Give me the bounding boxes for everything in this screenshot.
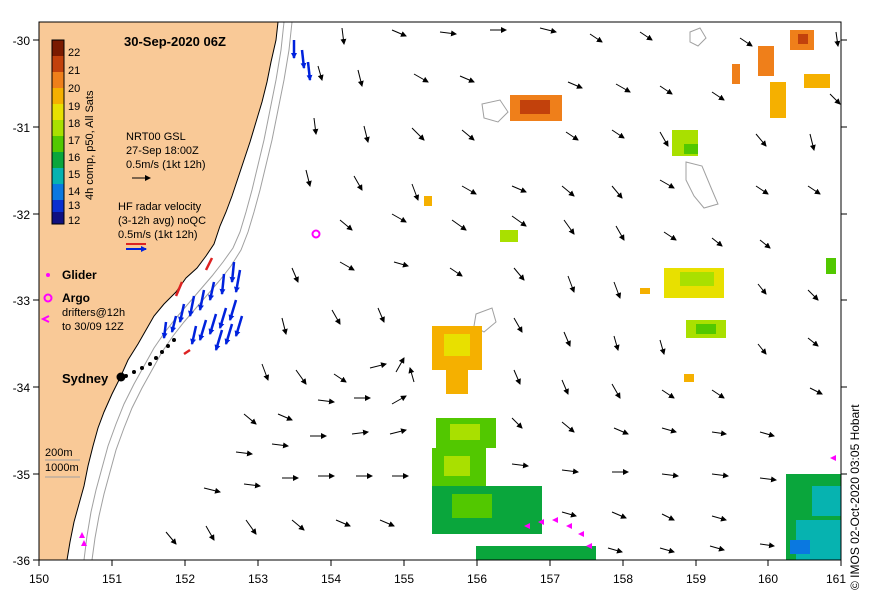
x-tick-label: 151: [102, 572, 122, 586]
colorbar-swatch: [52, 88, 64, 104]
isobath-1000m: [91, 22, 293, 560]
plot-frame: [38, 21, 842, 561]
y-axis: -30 -31 -32 -33 -34 -35 -36: [13, 34, 31, 568]
y-tick-label: -35: [13, 468, 31, 482]
isobath-200m: [83, 22, 285, 560]
glider-symbol: [46, 273, 50, 277]
colorbar-tick: 22: [68, 47, 80, 59]
x-tick-label: 158: [613, 572, 633, 586]
x-tick-label: 150: [29, 572, 49, 586]
colorbar-tick: 21: [68, 65, 80, 77]
x-tick-label: 152: [175, 572, 195, 586]
sydney-label: Sydney: [62, 371, 109, 386]
x-tick-label: 155: [394, 572, 414, 586]
legend-glider: Glider: [62, 268, 97, 282]
legend-argo: Argo: [62, 291, 90, 305]
colorbar-swatch: [52, 200, 64, 212]
legend-drifters-line: to 30/09 12Z: [62, 321, 124, 333]
y-tick-label: -33: [13, 294, 31, 308]
legend-gsl-line: 27-Sep 18:00Z: [126, 145, 199, 157]
colorbar-swatch: [52, 136, 64, 152]
colorbar-tick: 19: [68, 101, 80, 113]
land-mass: [39, 22, 279, 560]
colorbar-label: 4h comp, p50, All Sats: [84, 90, 96, 200]
legend-gsl: NRT00 GSL 27-Sep 18:00Z 0.5m/s (1kt 12h): [126, 131, 205, 181]
y-tick-label: -36: [13, 554, 31, 568]
sydney-marker: [116, 372, 126, 382]
legend-gsl-line: 0.5m/s (1kt 12h): [126, 159, 205, 171]
colorbar-tick: 20: [68, 83, 80, 95]
drifter-markers: [79, 455, 836, 549]
x-axis: 150 151 152 153 154 155 156 157 158 159 …: [29, 572, 846, 586]
legend-hf: HF radar velocity (3-12h avg) noQC 0.5m/…: [118, 201, 206, 252]
depth-200m: 200m: [45, 447, 73, 459]
axis-ticks: [33, 39, 847, 566]
argo-symbol: [43, 293, 53, 303]
legend-gsl-line: NRT00 GSL: [126, 131, 186, 143]
x-tick-label: 154: [321, 572, 341, 586]
colorbar-swatch: [52, 120, 64, 136]
colorbar-swatch: [52, 184, 64, 200]
hf-radar-red: [174, 257, 214, 356]
legend-symbols: Glider Argo drifters@12h to 30/09 12Z: [40, 268, 125, 333]
hf-radar-vectors: [161, 40, 313, 351]
x-tick-label: 161: [826, 572, 846, 586]
drifter-track: [124, 338, 176, 378]
colorbar-tick: 12: [68, 215, 80, 227]
y-tick-label: -31: [13, 121, 31, 135]
credit-text: © IMOS 02-Oct-2020 03:05 Hobart: [848, 404, 862, 590]
depth-legend: 200m 1000m: [45, 447, 80, 478]
argo-float-marker: [311, 229, 321, 239]
colorbar-swatch: [52, 56, 64, 72]
colorbar-swatch: [52, 152, 64, 168]
sst-patches: [424, 30, 841, 560]
colorbar-swatch: [52, 212, 64, 224]
legend-hf-line: (3-12h avg) noQC: [118, 215, 206, 227]
colorbar-swatch: [52, 168, 64, 184]
colorbar-tick: 18: [68, 118, 80, 130]
y-tick-label: -30: [13, 34, 31, 48]
colorbar-swatch: [52, 72, 64, 88]
colorbar-tick: 15: [68, 169, 80, 181]
colorbar-tick: 17: [68, 135, 80, 147]
map-title: 30-Sep-2020 06Z: [124, 34, 226, 49]
drifter-symbol: [40, 315, 50, 323]
colorbar-tick: 13: [68, 200, 80, 212]
colorbar-tick: 14: [68, 186, 80, 198]
x-tick-label: 156: [467, 572, 487, 586]
colorbar-tick: 16: [68, 152, 80, 164]
y-tick-label: -34: [13, 381, 31, 395]
colorbar-swatch: [52, 40, 64, 56]
x-tick-label: 153: [248, 572, 268, 586]
x-tick-label: 157: [540, 572, 560, 586]
legend-hf-line: HF radar velocity: [118, 201, 202, 213]
legend-hf-line: 0.5m/s (1kt 12h): [118, 229, 197, 241]
y-tick-label: -32: [13, 208, 31, 222]
colorbar: 22 21 20 19 18 17 16 15 14 13 12 4h comp…: [51, 39, 96, 227]
seamount-contour: [473, 27, 719, 333]
legend-drifters-line: drifters@12h: [62, 307, 125, 319]
colorbar-swatch: [52, 104, 64, 120]
x-tick-label: 160: [758, 572, 778, 586]
depth-1000m: 1000m: [45, 462, 79, 474]
current-vector-field: [165, 27, 841, 554]
x-tick-label: 159: [686, 572, 706, 586]
